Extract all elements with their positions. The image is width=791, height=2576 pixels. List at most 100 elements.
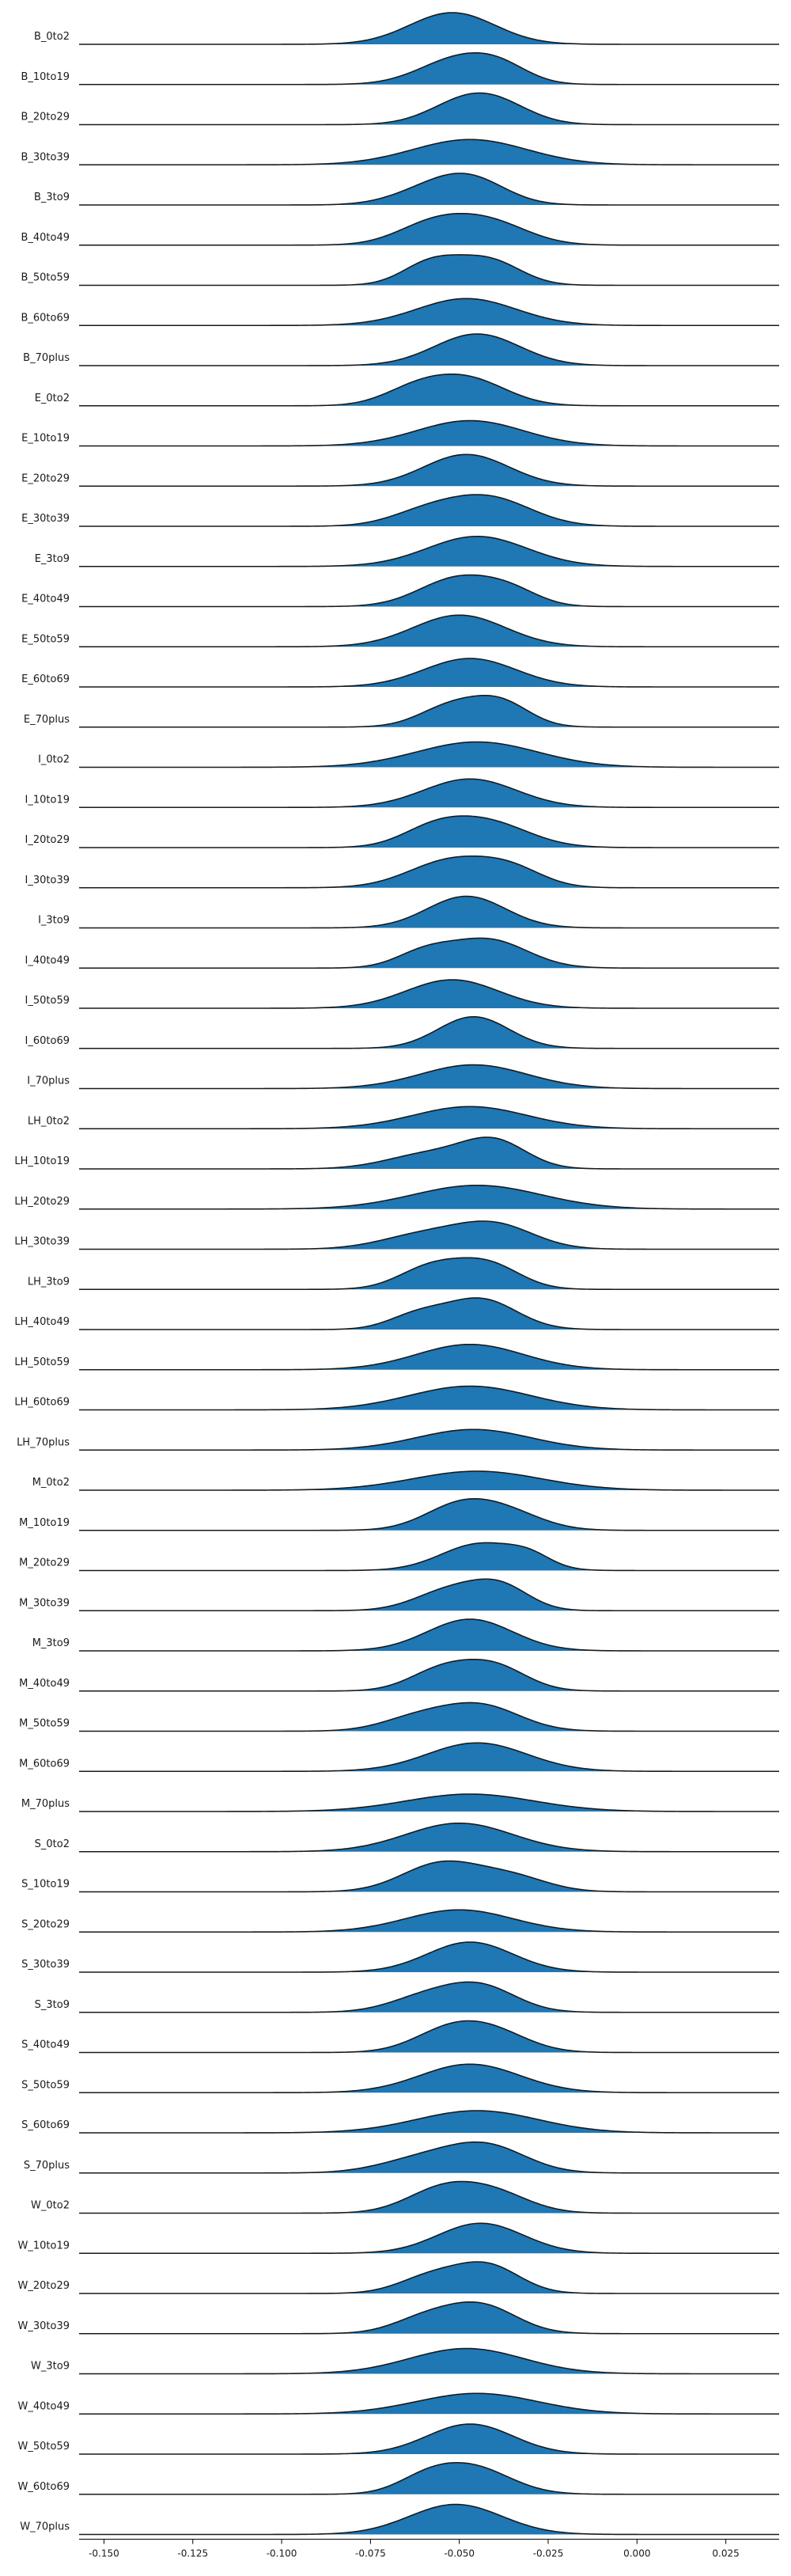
ridge-area xyxy=(79,2262,779,2293)
ridge-E_3to9: E_3to9 xyxy=(35,535,779,567)
row-label: E_10to19 xyxy=(21,433,70,445)
ridge-outline xyxy=(79,535,779,567)
ridge-area xyxy=(79,374,779,406)
row-label: I_30to39 xyxy=(25,874,70,886)
ridge-area xyxy=(79,658,779,687)
ridge-area xyxy=(79,495,779,526)
ridge-B_50to59: B_50to59 xyxy=(21,254,779,286)
row-label: E_40to49 xyxy=(21,594,70,605)
ridge-outline xyxy=(79,937,779,969)
ridge-E_50to59: E_50to59 xyxy=(21,614,779,648)
x-tick-label: 0.000 xyxy=(623,2548,650,2559)
ridge-area xyxy=(79,2424,779,2454)
ridge-outline xyxy=(79,2261,779,2294)
ridge-outline xyxy=(79,2423,779,2455)
ridge-outline xyxy=(79,51,779,85)
row-label: E_50to59 xyxy=(21,633,70,645)
row-label: S_50to59 xyxy=(21,2079,70,2091)
ridge-area xyxy=(79,1823,779,1852)
ridge-W_40to49: W_40to49 xyxy=(18,2392,779,2415)
ridge-area xyxy=(79,1498,779,1531)
row-label: M_3to9 xyxy=(32,1637,70,1649)
ridge-M_20to29: M_20to29 xyxy=(19,1542,779,1572)
row-label: B_50to59 xyxy=(21,272,70,284)
row-label: B_30to39 xyxy=(21,151,70,163)
row-label: I_70plus xyxy=(27,1076,70,1087)
x-tick-label: -0.150 xyxy=(89,2548,119,2559)
ridge-LH_3to9: LH_3to9 xyxy=(28,1257,779,1291)
ridge-area xyxy=(79,1702,779,1732)
ridge-area xyxy=(79,2462,779,2494)
ridge-E_30to39: E_30to39 xyxy=(21,494,779,527)
ridge-area xyxy=(79,980,779,1008)
ridge-outline xyxy=(79,1106,779,1130)
row-label: I_3to9 xyxy=(38,915,70,927)
ridge-B_0to2: B_0to2 xyxy=(34,12,779,45)
ridge-outline xyxy=(79,1220,779,1250)
ridge-S_20to29: S_20to29 xyxy=(21,1909,779,1933)
row-label: S_0to2 xyxy=(35,1838,70,1850)
ridge-outline xyxy=(79,1742,779,1773)
row-label: M_30to39 xyxy=(19,1597,70,1609)
row-label: LH_0to2 xyxy=(28,1115,70,1127)
ridge-I_3to9: I_3to9 xyxy=(38,895,779,929)
ridge-S_3to9: S_3to9 xyxy=(35,1981,779,2013)
ridge-S_10to19: S_10to19 xyxy=(21,1860,779,1893)
ridge-LH_20to29: LH_20to29 xyxy=(14,1184,779,1210)
ridge-area xyxy=(79,334,779,366)
ridge-M_50to59: M_50to59 xyxy=(19,1702,779,1732)
ridge-area xyxy=(79,13,779,44)
ridge-B_70plus: B_70plus xyxy=(23,333,779,366)
row-label: I_60to69 xyxy=(25,1035,70,1047)
ridge-area xyxy=(79,454,779,487)
ridge-outline xyxy=(79,173,779,206)
ridge-B_10to19: B_10to19 xyxy=(21,51,779,85)
ridge-B_20to29: B_20to29 xyxy=(21,92,779,126)
ridge-outline xyxy=(79,1822,779,1853)
row-label: B_10to19 xyxy=(21,71,70,83)
ridge-area xyxy=(79,1344,779,1370)
ridge-E_60to69: E_60to69 xyxy=(21,658,779,688)
ridge-area xyxy=(79,2301,779,2334)
row-label: B_40to49 xyxy=(21,232,70,244)
ridge-M_30to39: M_30to39 xyxy=(19,1578,779,1612)
row-label: W_70plus xyxy=(20,2521,70,2533)
ridge-outline xyxy=(79,2222,779,2255)
row-label: S_60to69 xyxy=(21,2119,70,2131)
ridge-area xyxy=(79,173,779,205)
row-label: M_50to59 xyxy=(19,1718,70,1730)
ridge-area xyxy=(79,2223,779,2254)
ridge-outline xyxy=(79,1542,779,1572)
ridge-M_40to49: M_40to49 xyxy=(19,1658,779,1692)
ridge-outline xyxy=(79,1497,779,1531)
ridge-area xyxy=(79,1982,779,2013)
ridge-area xyxy=(79,1064,779,1089)
ridge-area xyxy=(79,1221,779,1250)
row-label: M_70plus xyxy=(21,1798,70,1810)
ridge-outline xyxy=(79,694,779,728)
ridge-outline xyxy=(79,138,779,166)
ridge-outline xyxy=(79,2503,779,2536)
ridge-W_50to59: W_50to59 xyxy=(18,2423,779,2455)
ridge-outline xyxy=(79,1981,779,2013)
ridge-area xyxy=(79,695,779,727)
row-label: S_3to9 xyxy=(35,1999,70,2011)
ridge-area xyxy=(79,1579,779,1611)
ridge-area xyxy=(79,742,779,768)
ridge-outline xyxy=(79,658,779,688)
row-label: B_20to29 xyxy=(21,112,70,123)
row-label: W_40to49 xyxy=(18,2400,70,2412)
ridge-outline xyxy=(79,453,779,488)
ridge-M_60to69: M_60to69 xyxy=(19,1742,779,1773)
ridge-area xyxy=(79,139,779,165)
row-label: I_50to59 xyxy=(25,995,70,1007)
ridge-outline xyxy=(79,1702,779,1732)
ridge-E_70plus: E_70plus xyxy=(24,694,779,728)
ridge-B_3to9: B_3to9 xyxy=(34,173,779,206)
row-label: B_3to9 xyxy=(34,192,70,203)
row-label: E_30to39 xyxy=(21,513,70,525)
row-label: E_0to2 xyxy=(35,393,70,404)
ridge-outline xyxy=(79,494,779,527)
ridge-LH_0to2: LH_0to2 xyxy=(28,1106,779,1130)
